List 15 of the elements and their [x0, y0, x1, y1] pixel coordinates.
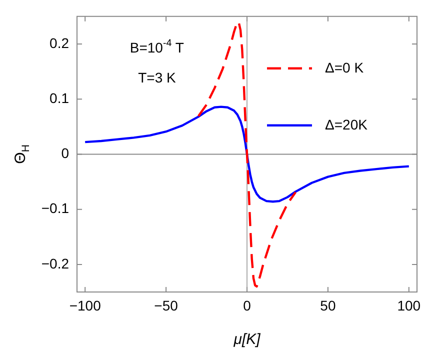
legend-label: Δ=0 K — [325, 59, 364, 76]
x-tick-label: 100 — [397, 297, 421, 314]
x-tick-label: −100 — [69, 297, 102, 314]
x-tick-label: 0 — [243, 297, 252, 314]
y-tick-label: −0.1 — [41, 200, 70, 216]
x-tick-label: 50 — [320, 297, 336, 314]
y-axis-title: ΘH — [12, 144, 32, 164]
y-tick-label: −0.2 — [41, 255, 70, 272]
y-tick-label: 0.1 — [50, 90, 70, 106]
x-axis-title: μ[K] — [232, 331, 262, 348]
x-tick-label: −50 — [154, 297, 178, 314]
legend-label: Δ=20K — [325, 116, 368, 132]
annotation: T=3 K — [138, 69, 177, 86]
y-tick-label: 0 — [61, 145, 70, 162]
y-tick-label: 0.2 — [50, 34, 70, 51]
